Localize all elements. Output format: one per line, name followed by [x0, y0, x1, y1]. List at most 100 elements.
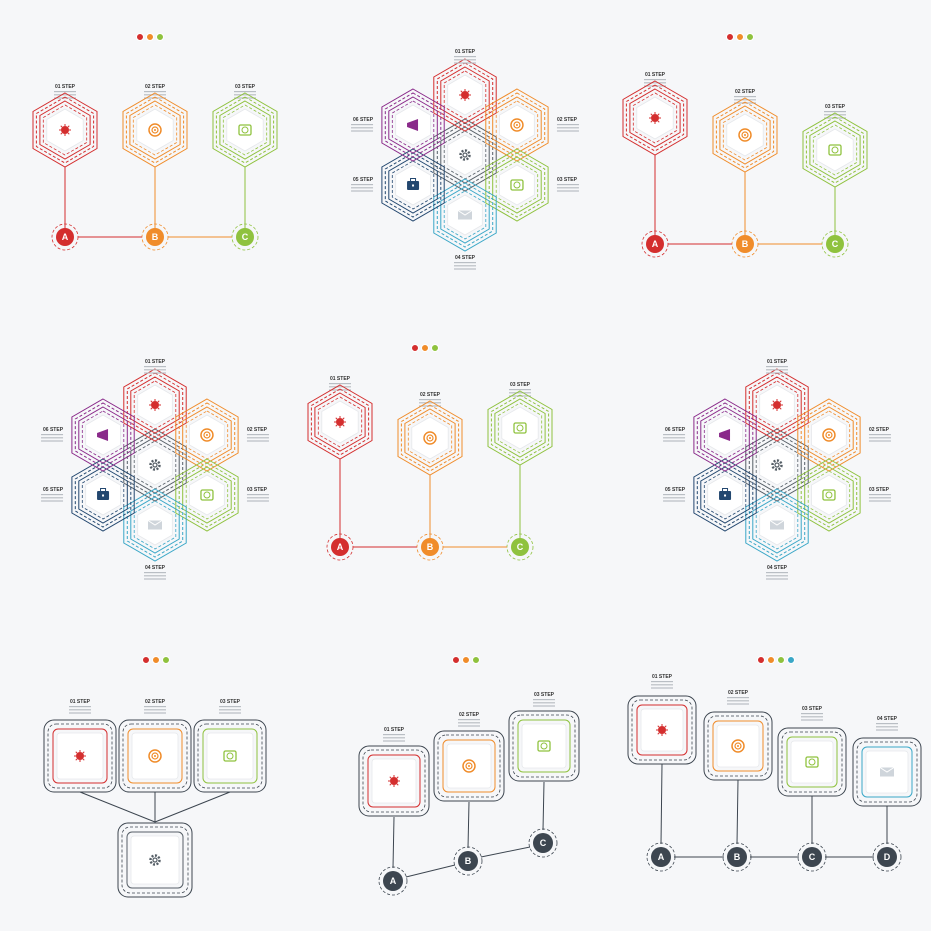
alarm-clock-icon — [238, 124, 252, 136]
square-inner — [202, 728, 258, 784]
description-text — [69, 709, 91, 711]
hexagon-inner — [497, 402, 543, 454]
bug-icon — [59, 124, 71, 136]
briefcase-icon — [407, 178, 420, 190]
hexagon-inner — [755, 380, 799, 430]
description-text — [734, 99, 756, 101]
description-text — [651, 681, 673, 683]
step-title: 02 STEP — [247, 427, 268, 433]
description-text — [556, 190, 579, 192]
node-letter: C — [540, 838, 547, 848]
hexagon-inner — [222, 104, 268, 156]
hexagon-dashed — [696, 462, 754, 528]
description-text — [69, 712, 91, 714]
node-circle — [511, 538, 529, 556]
target-icon — [423, 431, 437, 445]
description-text — [144, 366, 166, 368]
square-dashed — [781, 731, 843, 793]
description-text — [54, 91, 76, 93]
step-title: 04 STEP — [145, 565, 166, 571]
hexagon-dashed — [126, 372, 184, 438]
bug-icon — [771, 399, 783, 411]
node-circle — [56, 228, 74, 246]
description-text — [766, 575, 788, 577]
header-dot — [156, 33, 164, 41]
description-text — [351, 187, 374, 189]
node-letter: A — [337, 542, 344, 552]
node-circle — [727, 847, 747, 867]
header-dot — [777, 656, 785, 664]
hexagon-mid — [440, 66, 490, 124]
description-text — [144, 706, 166, 708]
square-inner — [367, 754, 421, 808]
step-title: 01 STEP — [384, 727, 405, 733]
description-text — [651, 684, 673, 686]
step-title: 01 STEP — [70, 699, 91, 705]
square-outer — [433, 730, 505, 802]
description-text — [454, 262, 476, 264]
description-text — [556, 130, 579, 132]
header-dot — [726, 33, 734, 41]
alarm-clock-icon — [223, 750, 237, 762]
hexagon-outer — [71, 458, 135, 532]
description-text — [663, 437, 686, 439]
alarm-clock-icon — [200, 489, 214, 501]
step-title: 03 STEP — [557, 177, 578, 183]
square-outer — [508, 710, 580, 782]
description-text — [663, 440, 686, 442]
hexagon-dashed — [400, 404, 460, 472]
description-text — [454, 56, 476, 58]
node-letter: B — [734, 852, 741, 862]
description-text — [454, 62, 476, 64]
description-text — [556, 184, 579, 186]
description-text — [41, 497, 64, 499]
square-core — [521, 723, 567, 769]
description-text — [219, 709, 241, 711]
connector-line — [542, 781, 545, 831]
connector-line — [467, 801, 470, 849]
connector-line — [79, 791, 156, 823]
description-text — [383, 737, 405, 739]
description-text — [144, 712, 166, 714]
step-title: 03 STEP — [534, 692, 555, 698]
square-inner — [636, 704, 688, 756]
envelope-icon — [457, 210, 473, 220]
description-text — [54, 94, 76, 96]
description-text — [876, 729, 898, 731]
panel-p2: 01 STEP 02 STEP 03 STEP 04 STEP 05 STEP 06 ST… — [351, 49, 579, 270]
description-text — [234, 91, 256, 93]
square-outer — [358, 745, 430, 817]
gear-icon — [149, 459, 161, 471]
description-text — [727, 697, 749, 699]
hexagon-dashed — [310, 388, 370, 456]
hexagon-inner — [495, 160, 539, 210]
alarm-clock-icon — [822, 489, 836, 501]
step-title: 05 STEP — [43, 487, 64, 493]
description-text — [144, 709, 166, 711]
hexagon-inner — [132, 104, 178, 156]
description-text — [663, 434, 686, 436]
square-core — [206, 732, 254, 780]
hexagon-mid — [388, 156, 438, 214]
description-text — [454, 268, 476, 270]
square-dashed — [47, 723, 113, 789]
connector-line — [736, 779, 739, 845]
square-dashed — [631, 699, 693, 761]
hexagon-inner — [81, 470, 125, 520]
hexagon-inner — [407, 412, 453, 464]
description-text — [329, 383, 351, 385]
description-text — [383, 740, 405, 742]
step-title: 06 STEP — [43, 427, 64, 433]
step-title: 01 STEP — [55, 84, 76, 90]
description-text — [41, 440, 64, 442]
description-text — [533, 699, 555, 701]
hexagon-mid — [700, 466, 750, 524]
header-dot — [736, 33, 744, 41]
description-text — [383, 734, 405, 736]
hexagon-inner — [632, 92, 678, 144]
alarm-clock-icon — [537, 740, 551, 752]
hexagon-dashed — [35, 96, 95, 164]
connector-line — [405, 864, 456, 878]
hexagon-mid — [752, 496, 802, 554]
description-text — [419, 405, 441, 407]
